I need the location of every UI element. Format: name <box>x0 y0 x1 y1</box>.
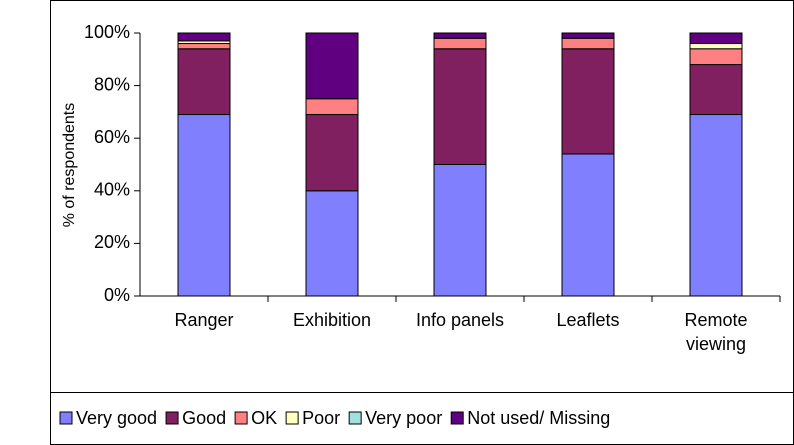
legend-label: Very poor <box>365 408 442 428</box>
x-tick-label: Leaflets <box>556 310 620 330</box>
bar-segment <box>177 114 231 297</box>
y-tick-label: 80% <box>94 74 130 94</box>
legend-label: OK <box>251 408 277 428</box>
x-tick-label: Ranger <box>174 310 234 330</box>
x-tick-label-box: Ranger <box>174 310 234 330</box>
x-tick-label-box: Exhibition <box>292 310 372 330</box>
bar-segment <box>433 164 487 297</box>
bar-segment <box>305 98 359 116</box>
legend-label: Not used/ Missing <box>467 408 610 428</box>
y-tick-label: 40% <box>94 180 130 200</box>
bar-segment <box>177 32 231 42</box>
bar-segment <box>689 114 743 297</box>
bar-segment <box>305 190 359 297</box>
bar-segment <box>433 32 487 39</box>
legend-swatch <box>59 411 73 425</box>
y-tick-label: 0% <box>104 285 130 305</box>
x-tick-label: Info panels <box>415 310 505 330</box>
x-tick-label-box: Leaflets <box>556 310 620 330</box>
y-tick-label: 60% <box>94 127 130 147</box>
legend-label: Poor <box>302 408 340 428</box>
legend-label: Very good <box>76 408 157 428</box>
bar-segment <box>689 64 743 116</box>
bar-segment <box>689 48 743 66</box>
chart-border <box>50 0 794 445</box>
legend-swatch <box>348 411 362 425</box>
legend-swatch <box>165 411 179 425</box>
bar-segment <box>689 32 743 45</box>
x-tick-label-box: Remote viewing <box>684 310 748 354</box>
bar-segment <box>561 37 615 50</box>
bar-segment <box>561 48 615 155</box>
legend-label: Good <box>182 408 226 428</box>
y-axis-label: % of respondents <box>61 103 78 228</box>
bar-segment <box>433 37 487 50</box>
bar-segment <box>177 43 231 50</box>
x-tick-label-box: Info panels <box>415 310 505 330</box>
bar-segment <box>177 48 231 116</box>
bar-segment <box>305 114 359 192</box>
bar-segment <box>561 153 615 297</box>
x-tick-label: Remote viewing <box>684 310 748 354</box>
bar-segment <box>561 32 615 39</box>
legend-swatch <box>285 411 299 425</box>
bar-segment <box>305 32 359 100</box>
y-tick-label: 100% <box>84 22 130 42</box>
x-tick-label: Exhibition <box>292 310 372 330</box>
legend-swatch <box>450 411 464 425</box>
bar-segment <box>689 43 743 50</box>
y-tick-label: 20% <box>94 232 130 252</box>
bar-segment <box>433 48 487 165</box>
legend-swatch <box>234 411 248 425</box>
